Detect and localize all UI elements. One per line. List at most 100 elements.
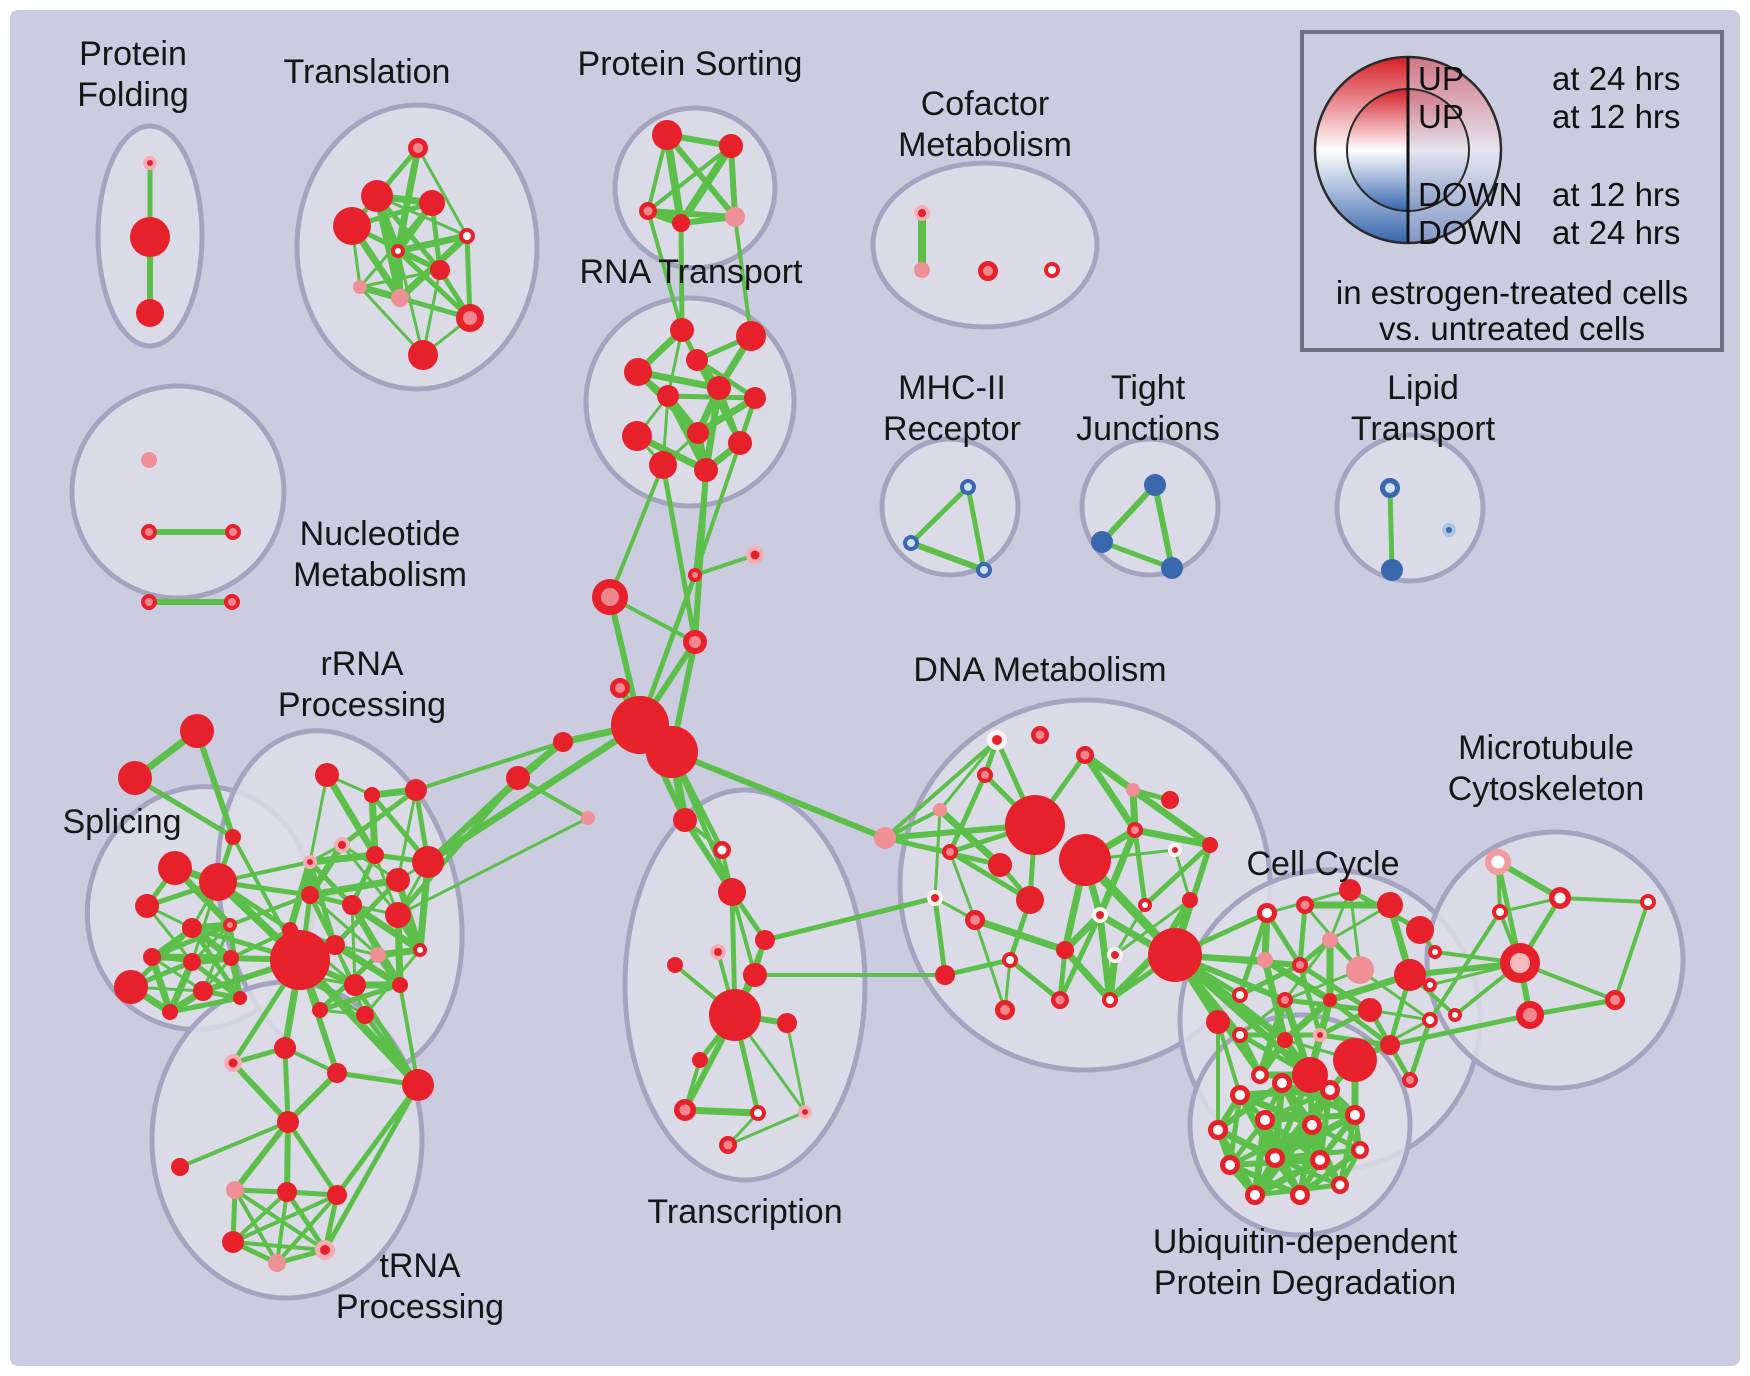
network-node[interactable] xyxy=(1091,531,1113,553)
network-node[interactable] xyxy=(694,458,718,482)
network-node[interactable] xyxy=(143,156,157,170)
network-node[interactable] xyxy=(334,837,350,853)
network-node[interactable] xyxy=(315,1240,335,1260)
network-node[interactable] xyxy=(670,318,694,342)
network-node[interactable] xyxy=(1168,843,1182,857)
network-node[interactable] xyxy=(312,1002,328,1018)
network-node[interactable] xyxy=(1402,1072,1418,1088)
network-node[interactable] xyxy=(327,1063,347,1083)
network-node[interactable] xyxy=(135,894,159,918)
network-node[interactable] xyxy=(1423,978,1437,992)
network-node[interactable] xyxy=(692,1052,708,1068)
network-node[interactable] xyxy=(1333,1038,1377,1082)
network-node[interactable] xyxy=(182,918,202,938)
network-node[interactable] xyxy=(1339,879,1361,901)
network-node[interactable] xyxy=(755,930,775,950)
network-node[interactable] xyxy=(1206,1010,1230,1034)
network-node[interactable] xyxy=(610,678,630,698)
network-node[interactable] xyxy=(225,829,241,845)
network-node[interactable] xyxy=(199,863,237,901)
network-node[interactable] xyxy=(224,594,240,610)
network-node[interactable] xyxy=(1277,992,1293,1008)
network-node[interactable] xyxy=(274,1037,296,1059)
network-node[interactable] xyxy=(1245,1185,1265,1205)
network-node[interactable] xyxy=(222,1231,244,1253)
network-node[interactable] xyxy=(344,974,366,996)
network-node[interactable] xyxy=(1148,928,1202,982)
network-node[interactable] xyxy=(933,803,947,817)
network-node[interactable] xyxy=(1031,726,1049,744)
network-node[interactable] xyxy=(935,965,955,985)
network-node[interactable] xyxy=(960,479,976,495)
network-node[interactable] xyxy=(976,562,992,578)
network-node[interactable] xyxy=(1208,1120,1228,1140)
network-node[interactable] xyxy=(364,787,380,803)
network-node[interactable] xyxy=(657,385,679,407)
network-node[interactable] xyxy=(224,1054,242,1072)
network-node[interactable] xyxy=(1500,943,1540,983)
network-node[interactable] xyxy=(1331,1176,1349,1194)
network-node[interactable] xyxy=(1292,957,1308,973)
network-node[interactable] xyxy=(719,1136,737,1154)
network-node[interactable] xyxy=(1302,1115,1322,1135)
network-node[interactable] xyxy=(114,970,148,1004)
network-node[interactable] xyxy=(1310,1150,1330,1170)
network-node[interactable] xyxy=(1232,1027,1248,1043)
network-node[interactable] xyxy=(223,918,237,932)
network-node[interactable] xyxy=(392,977,408,993)
network-node[interactable] xyxy=(1448,1008,1462,1022)
network-node[interactable] xyxy=(1126,783,1140,797)
network-node[interactable] xyxy=(391,244,405,258)
network-node[interactable] xyxy=(707,376,731,400)
network-node[interactable] xyxy=(977,767,993,783)
network-node[interactable] xyxy=(118,761,152,795)
network-node[interactable] xyxy=(750,1105,766,1121)
network-node[interactable] xyxy=(1345,1105,1365,1125)
network-node[interactable] xyxy=(688,568,702,582)
network-node[interactable] xyxy=(1377,892,1403,918)
network-node[interactable] xyxy=(1516,1001,1544,1029)
network-node[interactable] xyxy=(713,841,731,859)
network-node[interactable] xyxy=(325,935,345,955)
network-node[interactable] xyxy=(987,730,1007,750)
network-node[interactable] xyxy=(1358,998,1382,1022)
network-node[interactable] xyxy=(1076,746,1094,764)
network-node[interactable] xyxy=(413,943,427,957)
network-node[interactable] xyxy=(226,1181,244,1199)
network-node[interactable] xyxy=(386,868,410,892)
network-node[interactable] xyxy=(353,280,367,294)
network-node[interactable] xyxy=(456,304,484,332)
network-node[interactable] xyxy=(903,535,919,551)
network-node[interactable] xyxy=(370,947,386,963)
network-node[interactable] xyxy=(719,134,743,158)
network-node[interactable] xyxy=(995,1000,1015,1020)
network-node[interactable] xyxy=(1549,887,1571,909)
network-node[interactable] xyxy=(301,886,319,904)
network-node[interactable] xyxy=(158,851,192,885)
network-node[interactable] xyxy=(430,260,450,280)
network-node[interactable] xyxy=(592,579,628,615)
network-node[interactable] xyxy=(1322,932,1338,948)
network-node[interactable] xyxy=(327,1185,347,1205)
network-node[interactable] xyxy=(315,763,339,787)
network-node[interactable] xyxy=(141,524,157,540)
network-node[interactable] xyxy=(303,855,317,869)
network-node[interactable] xyxy=(130,217,170,257)
network-node[interactable] xyxy=(942,844,958,860)
network-node[interactable] xyxy=(412,846,444,878)
network-node[interactable] xyxy=(746,546,764,564)
network-node[interactable] xyxy=(1485,849,1511,875)
network-node[interactable] xyxy=(1182,892,1198,908)
network-node[interactable] xyxy=(1406,916,1434,944)
network-node[interactable] xyxy=(1257,952,1273,968)
network-node[interactable] xyxy=(268,1254,286,1272)
network-node[interactable] xyxy=(744,387,766,409)
network-node[interactable] xyxy=(581,811,595,825)
network-node[interactable] xyxy=(1380,478,1400,498)
network-node[interactable] xyxy=(171,1158,189,1176)
network-node[interactable] xyxy=(385,902,411,928)
network-node[interactable] xyxy=(356,1006,374,1024)
network-node[interactable] xyxy=(1232,987,1248,1003)
network-node[interactable] xyxy=(1102,992,1118,1008)
network-node[interactable] xyxy=(672,214,690,232)
